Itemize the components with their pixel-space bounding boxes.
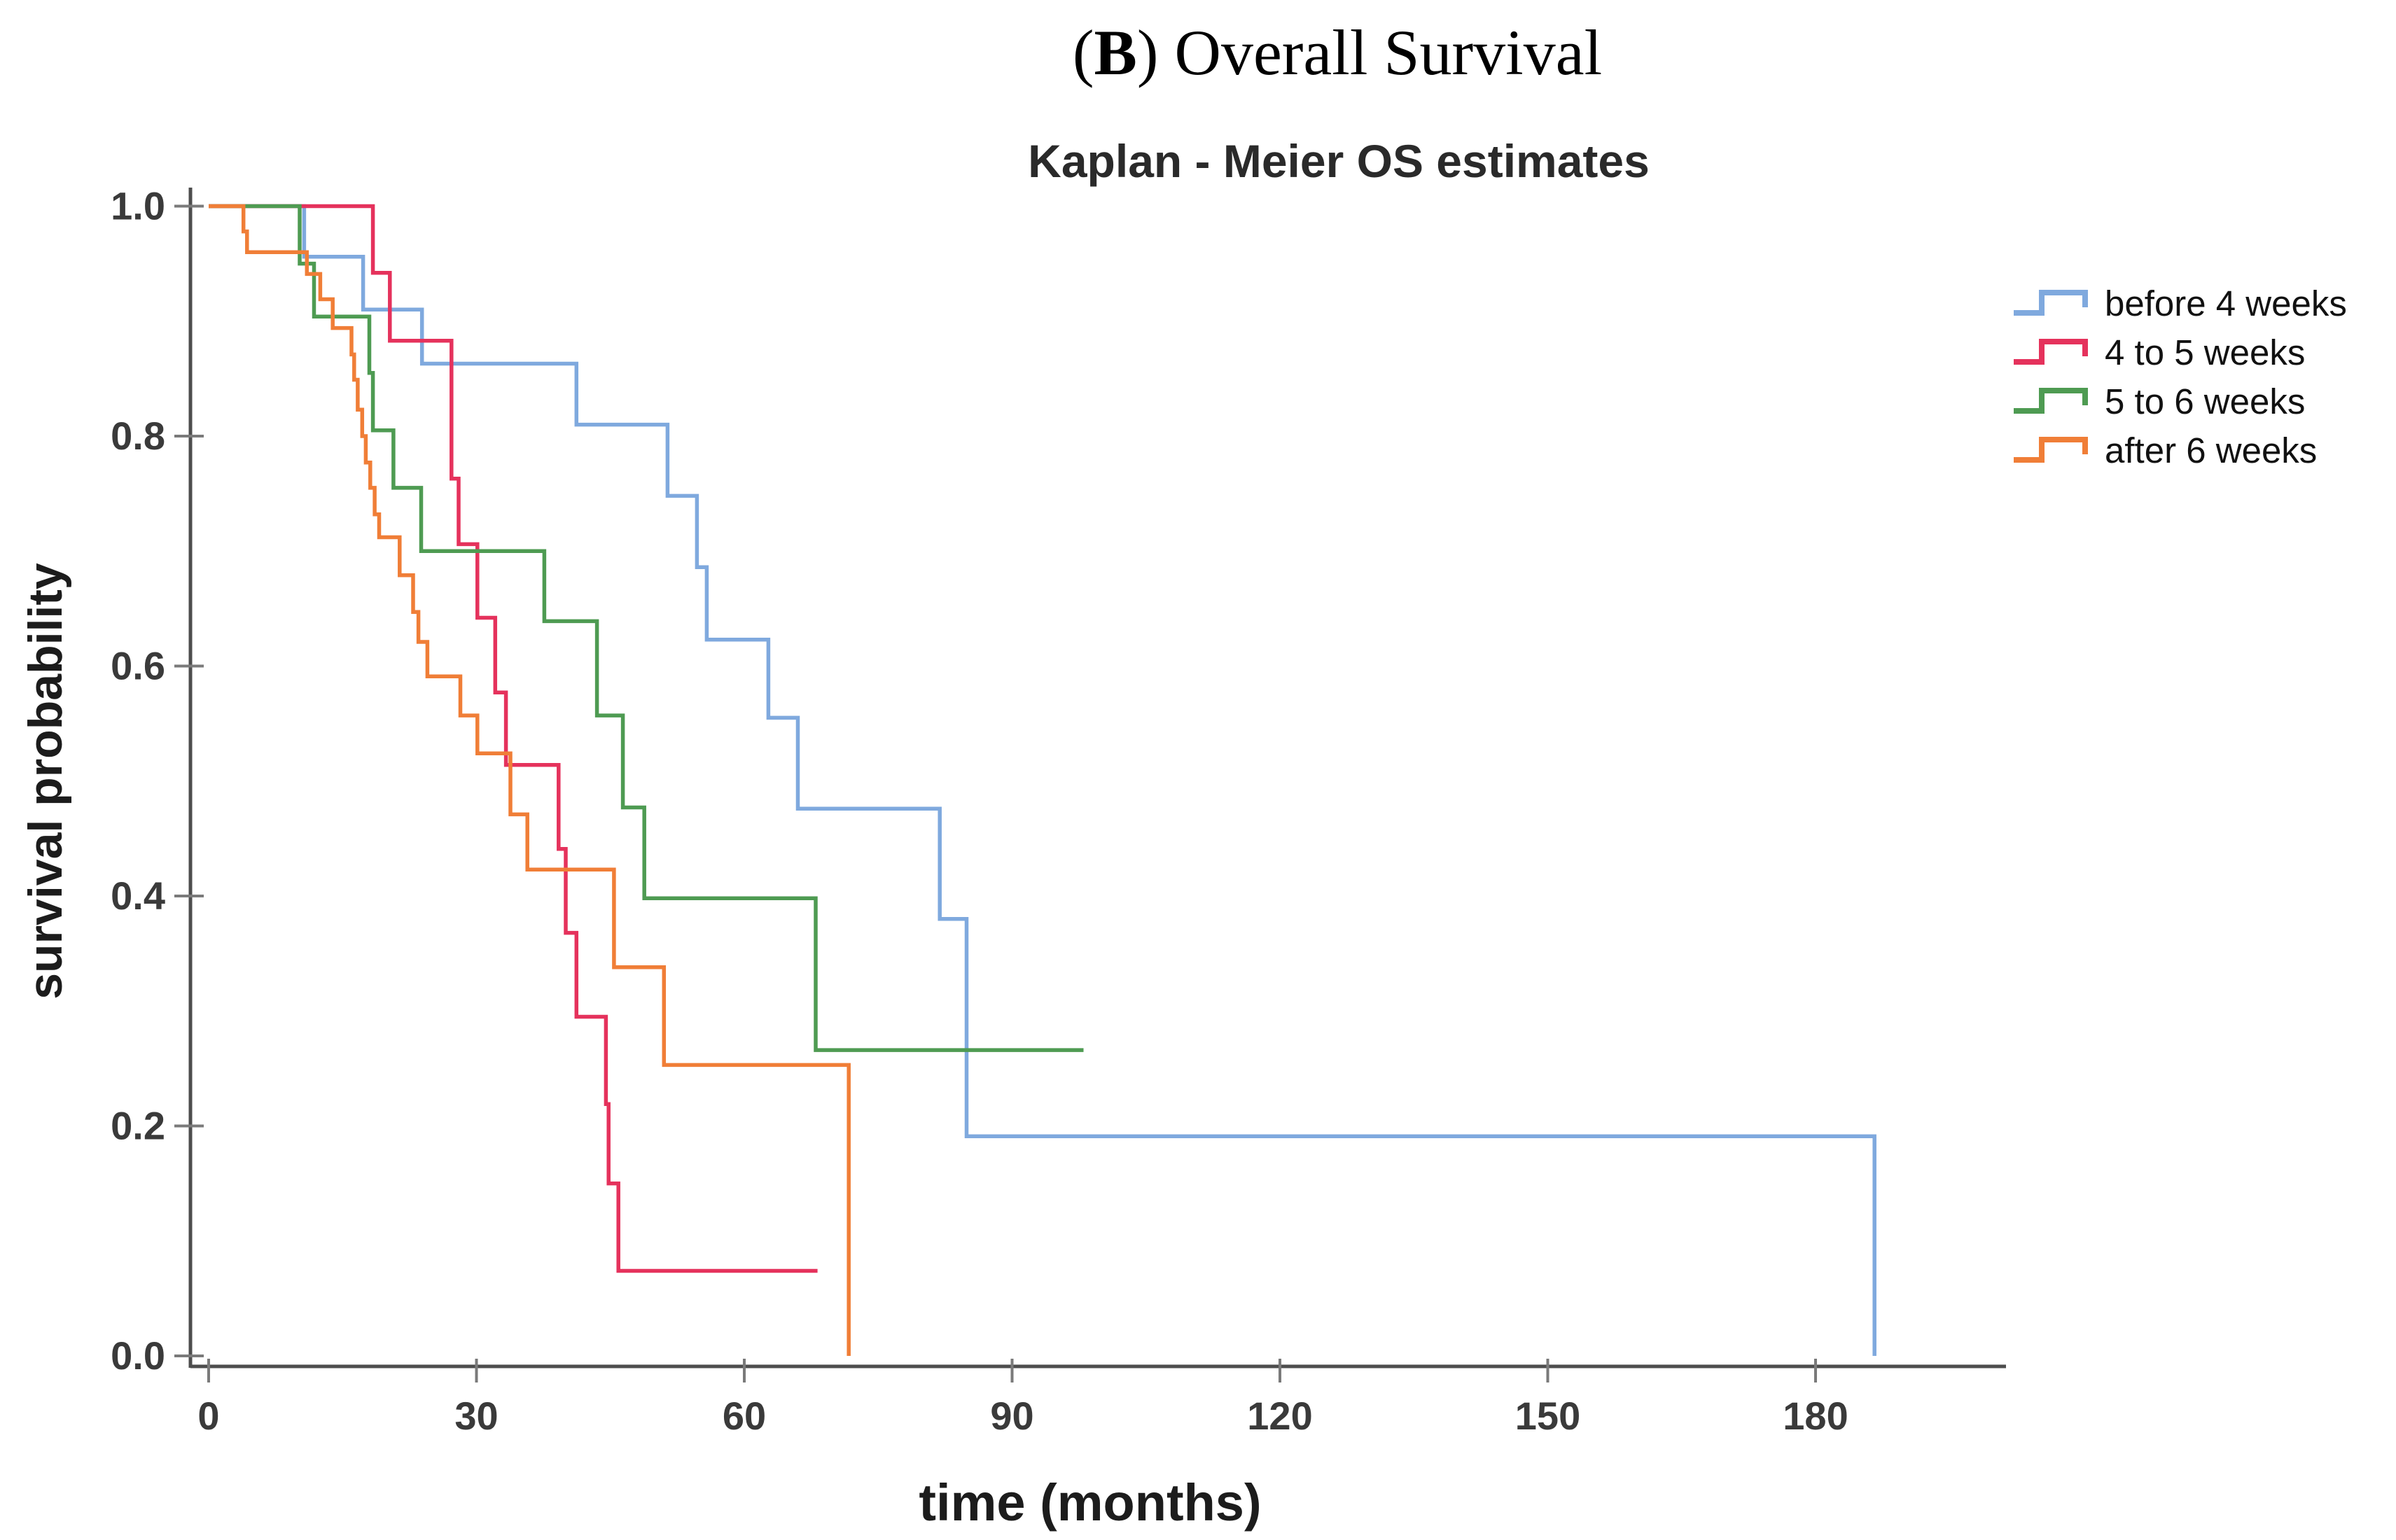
series-line-5-to-6-weeks [209, 204, 1084, 1052]
legend-key-step-icon [2014, 339, 2088, 365]
legend-item-label: before 4 weeks [2105, 283, 2347, 323]
x-tick-label: 120 [1247, 1394, 1312, 1438]
legend-item-label: 5 to 6 weeks [2105, 381, 2306, 421]
x-tick-label: 150 [1515, 1394, 1580, 1438]
legend-item: 5 to 6 weeks [2011, 377, 2347, 426]
legend-item: after 6 weeks [2011, 426, 2347, 475]
panel-title-suffix: ) Overall Survival [1136, 17, 1603, 88]
panel-title-prefix: ( [1072, 17, 1094, 88]
panel-title: (B) Overall Survival [1073, 15, 1602, 90]
legend-key-line [2014, 290, 2088, 316]
series-line-4-to-5-weeks [209, 204, 818, 1273]
legend-item-label: after 6 weeks [2105, 430, 2318, 470]
x-tick-label: 30 [454, 1394, 498, 1438]
legend-item: before 4 weeks [2011, 279, 2347, 328]
x-tick-label: 90 [990, 1394, 1033, 1438]
y-axis-label: survival probability [19, 563, 72, 1000]
y-tick-label: 0.0 [111, 1334, 165, 1378]
y-tick-label: 0.8 [111, 414, 165, 458]
legend-item: 4 to 5 weeks [2011, 328, 2347, 377]
legend-key-step-icon [2014, 290, 2088, 316]
legend-key-line [2014, 339, 2088, 365]
x-tick-label: 180 [1783, 1394, 1848, 1438]
legend-key-line [2014, 437, 2088, 463]
legend-key-step-icon [2014, 437, 2088, 463]
y-tick-label: 1.0 [111, 184, 165, 228]
x-tick-label: 60 [723, 1394, 766, 1438]
legend-key-step-icon [2014, 388, 2088, 414]
y-tick-label: 0.4 [111, 874, 165, 918]
series-line-before-4-weeks [209, 204, 1876, 1356]
legend-key-line [2014, 388, 2088, 414]
chart-legend: before 4 weeks 4 to 5 weeks 5 to 6 weeks af… [2011, 279, 2347, 475]
survival-curves [209, 204, 1876, 1356]
chart-title: Kaplan - Meier OS estimates [1028, 135, 1650, 187]
series-line-after-6-weeks [209, 204, 851, 1356]
axes [188, 188, 2006, 1368]
panel-title-emphasis: B [1094, 17, 1137, 88]
x-axis-label: time (months) [919, 1474, 1261, 1532]
y-tick-label: 0.6 [111, 644, 165, 688]
x-tick-label: 0 [197, 1394, 219, 1438]
legend-item-label: 4 to 5 weeks [2105, 332, 2306, 372]
y-tick-label: 0.2 [111, 1104, 165, 1148]
axis-ticks: 0 30 60 90 120 150 180 0.0 0.2 0.4 0.6 0.8 1.0 [111, 184, 1848, 1438]
